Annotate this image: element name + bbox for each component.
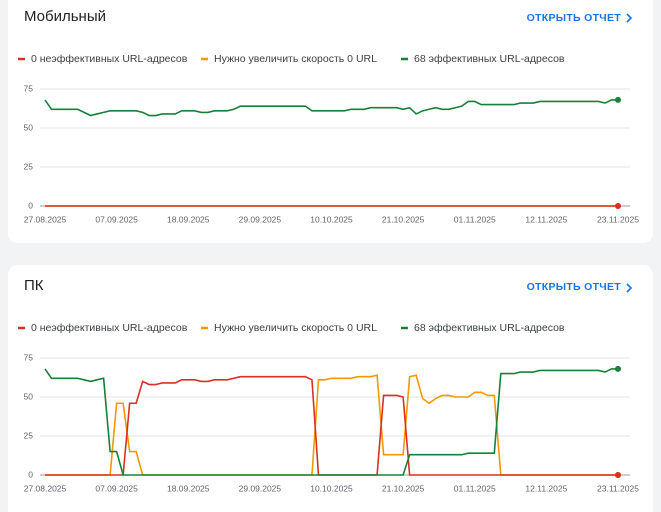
legend-label: 0 неэффективных URL-адресов: [31, 53, 188, 65]
chevron[interactable]: [626, 13, 633, 23]
legend-label: 68 эффективных URL-адресов: [414, 53, 565, 65]
end-dot: [615, 96, 621, 103]
x-tick-label: 29.09.2025: [239, 214, 282, 224]
series-line: [44, 368, 618, 476]
x-tick-label: 27.08.2025: [24, 483, 67, 493]
y-tick-label: 25: [24, 161, 34, 171]
x-tick-label: 18.09.2025: [167, 214, 210, 224]
y-tick-label: 75: [24, 352, 34, 362]
open-report-link[interactable]: ОТКРЫТЬ ОТЧЕТ: [527, 12, 622, 24]
x-tick-label: 12.11.2025: [525, 483, 567, 493]
y-tick-label: 75: [24, 83, 34, 93]
x-tick-label: 23.11.2025: [597, 483, 639, 493]
card-title: ПК: [24, 277, 44, 294]
end-dot: [615, 472, 621, 478]
x-tick-label: 21.10.2025: [382, 483, 425, 493]
y-tick-label: 50: [24, 122, 34, 132]
open-report-link[interactable]: ОТКРЫТЬ ОТЧЕТ: [527, 281, 622, 293]
x-tick-label: 10.10.2025: [310, 214, 353, 224]
y-tick-label: 0: [28, 200, 33, 210]
legend-label: 0 неэффективных URL-адресов: [31, 322, 188, 334]
x-tick-label: 29.09.2025: [239, 483, 282, 493]
x-tick-label: 12.11.2025: [525, 214, 567, 224]
x-tick-label: 01.11.2025: [454, 214, 496, 224]
legend-label: 68 эффективных URL-адресов: [414, 322, 565, 334]
x-tick-label: 18.09.2025: [167, 483, 210, 493]
x-tick-label: 21.10.2025: [382, 214, 425, 224]
y-tick-label: 50: [24, 391, 34, 401]
end-dot: [615, 203, 621, 209]
y-tick-label: 0: [28, 469, 33, 479]
card: [8, 265, 653, 512]
x-tick-label: 07.09.2025: [95, 483, 138, 493]
end-dot: [615, 365, 621, 372]
card: [8, 0, 653, 243]
series-line: [44, 99, 618, 117]
chevron[interactable]: [626, 283, 633, 293]
x-tick-label: 07.09.2025: [95, 214, 138, 224]
legend-label: Нужно увеличить скорость 0 URL: [214, 322, 377, 334]
x-tick-label: 23.11.2025: [597, 214, 639, 224]
legend-label: Нужно увеличить скорость 0 URL: [214, 53, 377, 65]
x-tick-label: 01.11.2025: [454, 483, 496, 493]
card-title: Мобильный: [24, 8, 106, 25]
y-tick-label: 25: [24, 430, 34, 440]
x-tick-label: 10.10.2025: [310, 483, 353, 493]
x-tick-label: 27.08.2025: [24, 214, 67, 224]
